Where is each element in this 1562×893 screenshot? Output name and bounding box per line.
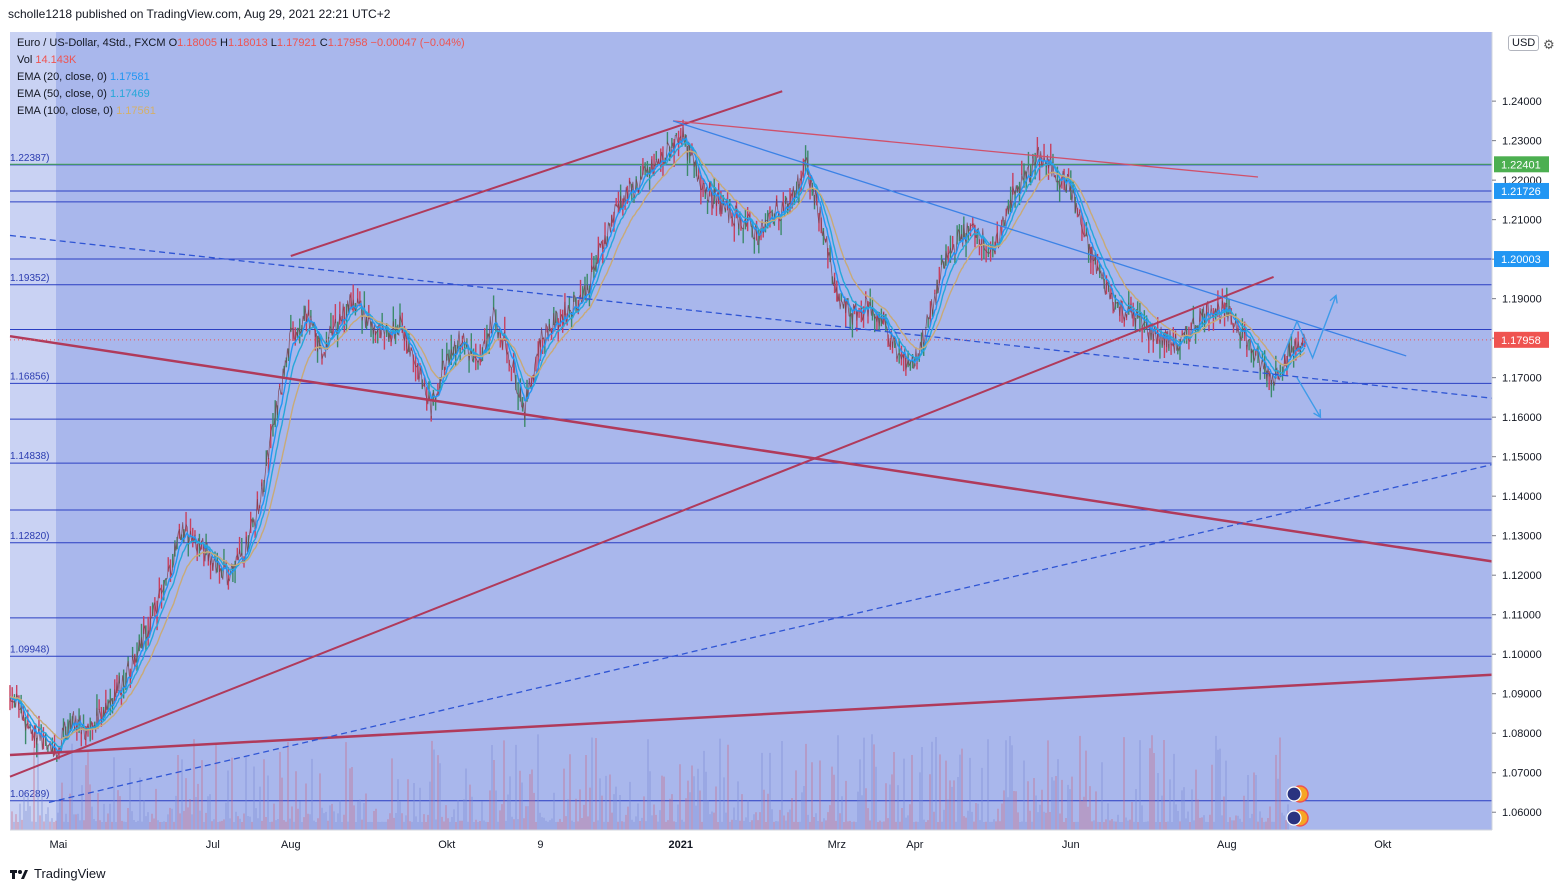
- trendline: [290, 90, 783, 257]
- time-axis-label: Mrz: [828, 839, 846, 851]
- level-label: 1.22387): [10, 153, 49, 164]
- trendline: [672, 120, 1407, 357]
- legend-ema20-value: 1.17581: [109, 71, 150, 83]
- price-axis-label: 1.15000: [1502, 452, 1542, 464]
- price-badge: [1494, 156, 1549, 173]
- legend-ema50-label: EMA (50, close, 0): [17, 88, 107, 100]
- event-marker-flag: [1286, 810, 1302, 826]
- ema-line: [9, 137, 1306, 753]
- price-axis-label: 1.09000: [1502, 689, 1542, 701]
- level-label: 1.12820): [10, 531, 49, 542]
- legend-ohlc-row: Euro / US-Dollar, 4Std., FXCM O1.18005 H…: [17, 35, 465, 52]
- price-axis-label: 1.16000: [1502, 412, 1542, 424]
- time-axis-background: [0, 830, 1562, 860]
- price-axis-label: 1.14000: [1502, 491, 1542, 503]
- legend-ema20-row: EMA (20, close, 0) 1.17581: [17, 69, 465, 86]
- published-caption: scholle1218 published on TradingView.com…: [8, 7, 391, 21]
- trendline: [9, 234, 1493, 399]
- tradingview-logo-icon: [10, 868, 28, 880]
- legend-close-label: C: [319, 37, 328, 49]
- event-marker-flag: [1286, 786, 1302, 802]
- ema-line: [9, 141, 1306, 748]
- legend-vol-label: Vol: [17, 54, 33, 66]
- time-axis-label: 9: [537, 839, 543, 851]
- price-axis-label: 1.24000: [1502, 96, 1542, 108]
- legend-vol-value: 14.143K: [35, 54, 77, 66]
- price-badge: [1494, 182, 1549, 199]
- legend-low-value: 1.17921: [276, 37, 317, 49]
- projection-path: [1296, 377, 1322, 418]
- trendline: [48, 463, 1493, 803]
- trendline: [672, 120, 1259, 178]
- time-axis-label: 2021: [669, 839, 693, 851]
- price-axis-label: 1.23000: [1502, 136, 1542, 148]
- price-badge-label: 1.21726: [1501, 186, 1541, 198]
- trendline: [9, 276, 1274, 778]
- legend-ema50-row: EMA (50, close, 0) 1.17469: [17, 86, 465, 103]
- legend-high-value: 1.18013: [227, 37, 268, 49]
- time-axis-label: Apr: [906, 839, 923, 851]
- level-label: 1.09948): [10, 644, 49, 655]
- price-axis-background: [1492, 32, 1562, 830]
- price-axis-label: 1.17000: [1502, 373, 1542, 385]
- time-axis-label: Aug: [281, 839, 301, 851]
- time-axis-label: Mai: [49, 839, 67, 851]
- price-badge-label: 1.22401: [1501, 159, 1541, 171]
- projection-path: [1280, 295, 1337, 361]
- legend-ema100-row: EMA (100, close, 0) 1.17561: [17, 103, 465, 120]
- price-axis-label: 1.10000: [1502, 649, 1542, 661]
- footer-brand: TradingView: [10, 866, 106, 881]
- time-axis-label: Okt: [438, 839, 455, 851]
- currency-button[interactable]: USD: [1508, 35, 1540, 51]
- legend-change: −0.00047 (−0.04%): [370, 37, 465, 49]
- price-axis-label: 1.11000: [1502, 610, 1541, 622]
- trendline: [9, 334, 1493, 563]
- chart-legend: Euro / US-Dollar, 4Std., FXCM O1.18005 H…: [17, 35, 465, 120]
- price-badge-label: 1.17958: [1501, 335, 1541, 347]
- footer-brand-text: TradingView: [34, 866, 106, 881]
- price-axis-label: 1.06000: [1502, 807, 1542, 819]
- gear-icon[interactable]: ⚙: [1543, 37, 1555, 52]
- legend-ema50-value: 1.17469: [109, 88, 150, 100]
- projection-arrowhead: [1313, 409, 1322, 419]
- time-axis-label: Jul: [206, 839, 220, 851]
- time-axis-label: Jun: [1062, 839, 1080, 851]
- legend-volume-row: Vol 14.143K: [17, 52, 465, 69]
- trendline: [9, 673, 1493, 757]
- ema-line: [9, 150, 1306, 741]
- volume-bars: [11, 734, 1289, 830]
- projection-arrowhead: [1329, 294, 1338, 304]
- price-badge-label: 1.20003: [1501, 254, 1541, 266]
- price-axis-label: 1.07000: [1502, 768, 1542, 780]
- price-badge: [1494, 331, 1549, 348]
- time-axis-label: Okt: [1374, 839, 1391, 851]
- legend-ema100-label: EMA (100, close, 0): [17, 105, 113, 117]
- legend-open-label: O: [168, 37, 178, 49]
- legend-close-value: 1.17958: [327, 37, 368, 49]
- price-axis-label: 1.12000: [1502, 570, 1542, 582]
- level-label: 1.16856): [10, 371, 49, 382]
- price-axis-label: 1.21000: [1502, 215, 1542, 227]
- level-label: 1.06289): [10, 789, 49, 800]
- price-badge: [1494, 251, 1549, 268]
- price-axis-label: 1.08000: [1502, 728, 1542, 740]
- price-axis-label: 1.13000: [1502, 531, 1542, 543]
- time-axis-label: Aug: [1217, 839, 1237, 851]
- price-axis-label: 1.19000: [1502, 294, 1542, 306]
- level-label: 1.19352): [10, 273, 49, 284]
- legend-symbol: Euro / US-Dollar, 4Std., FXCM: [17, 37, 166, 49]
- legend-ema100-value: 1.17561: [116, 105, 156, 117]
- legend-ema20-label: EMA (20, close, 0): [17, 71, 107, 83]
- legend-low-label: L: [270, 37, 277, 49]
- level-label: 1.14838): [10, 451, 49, 462]
- legend-high-label: H: [220, 37, 228, 49]
- legend-open-value: 1.18005: [177, 37, 217, 49]
